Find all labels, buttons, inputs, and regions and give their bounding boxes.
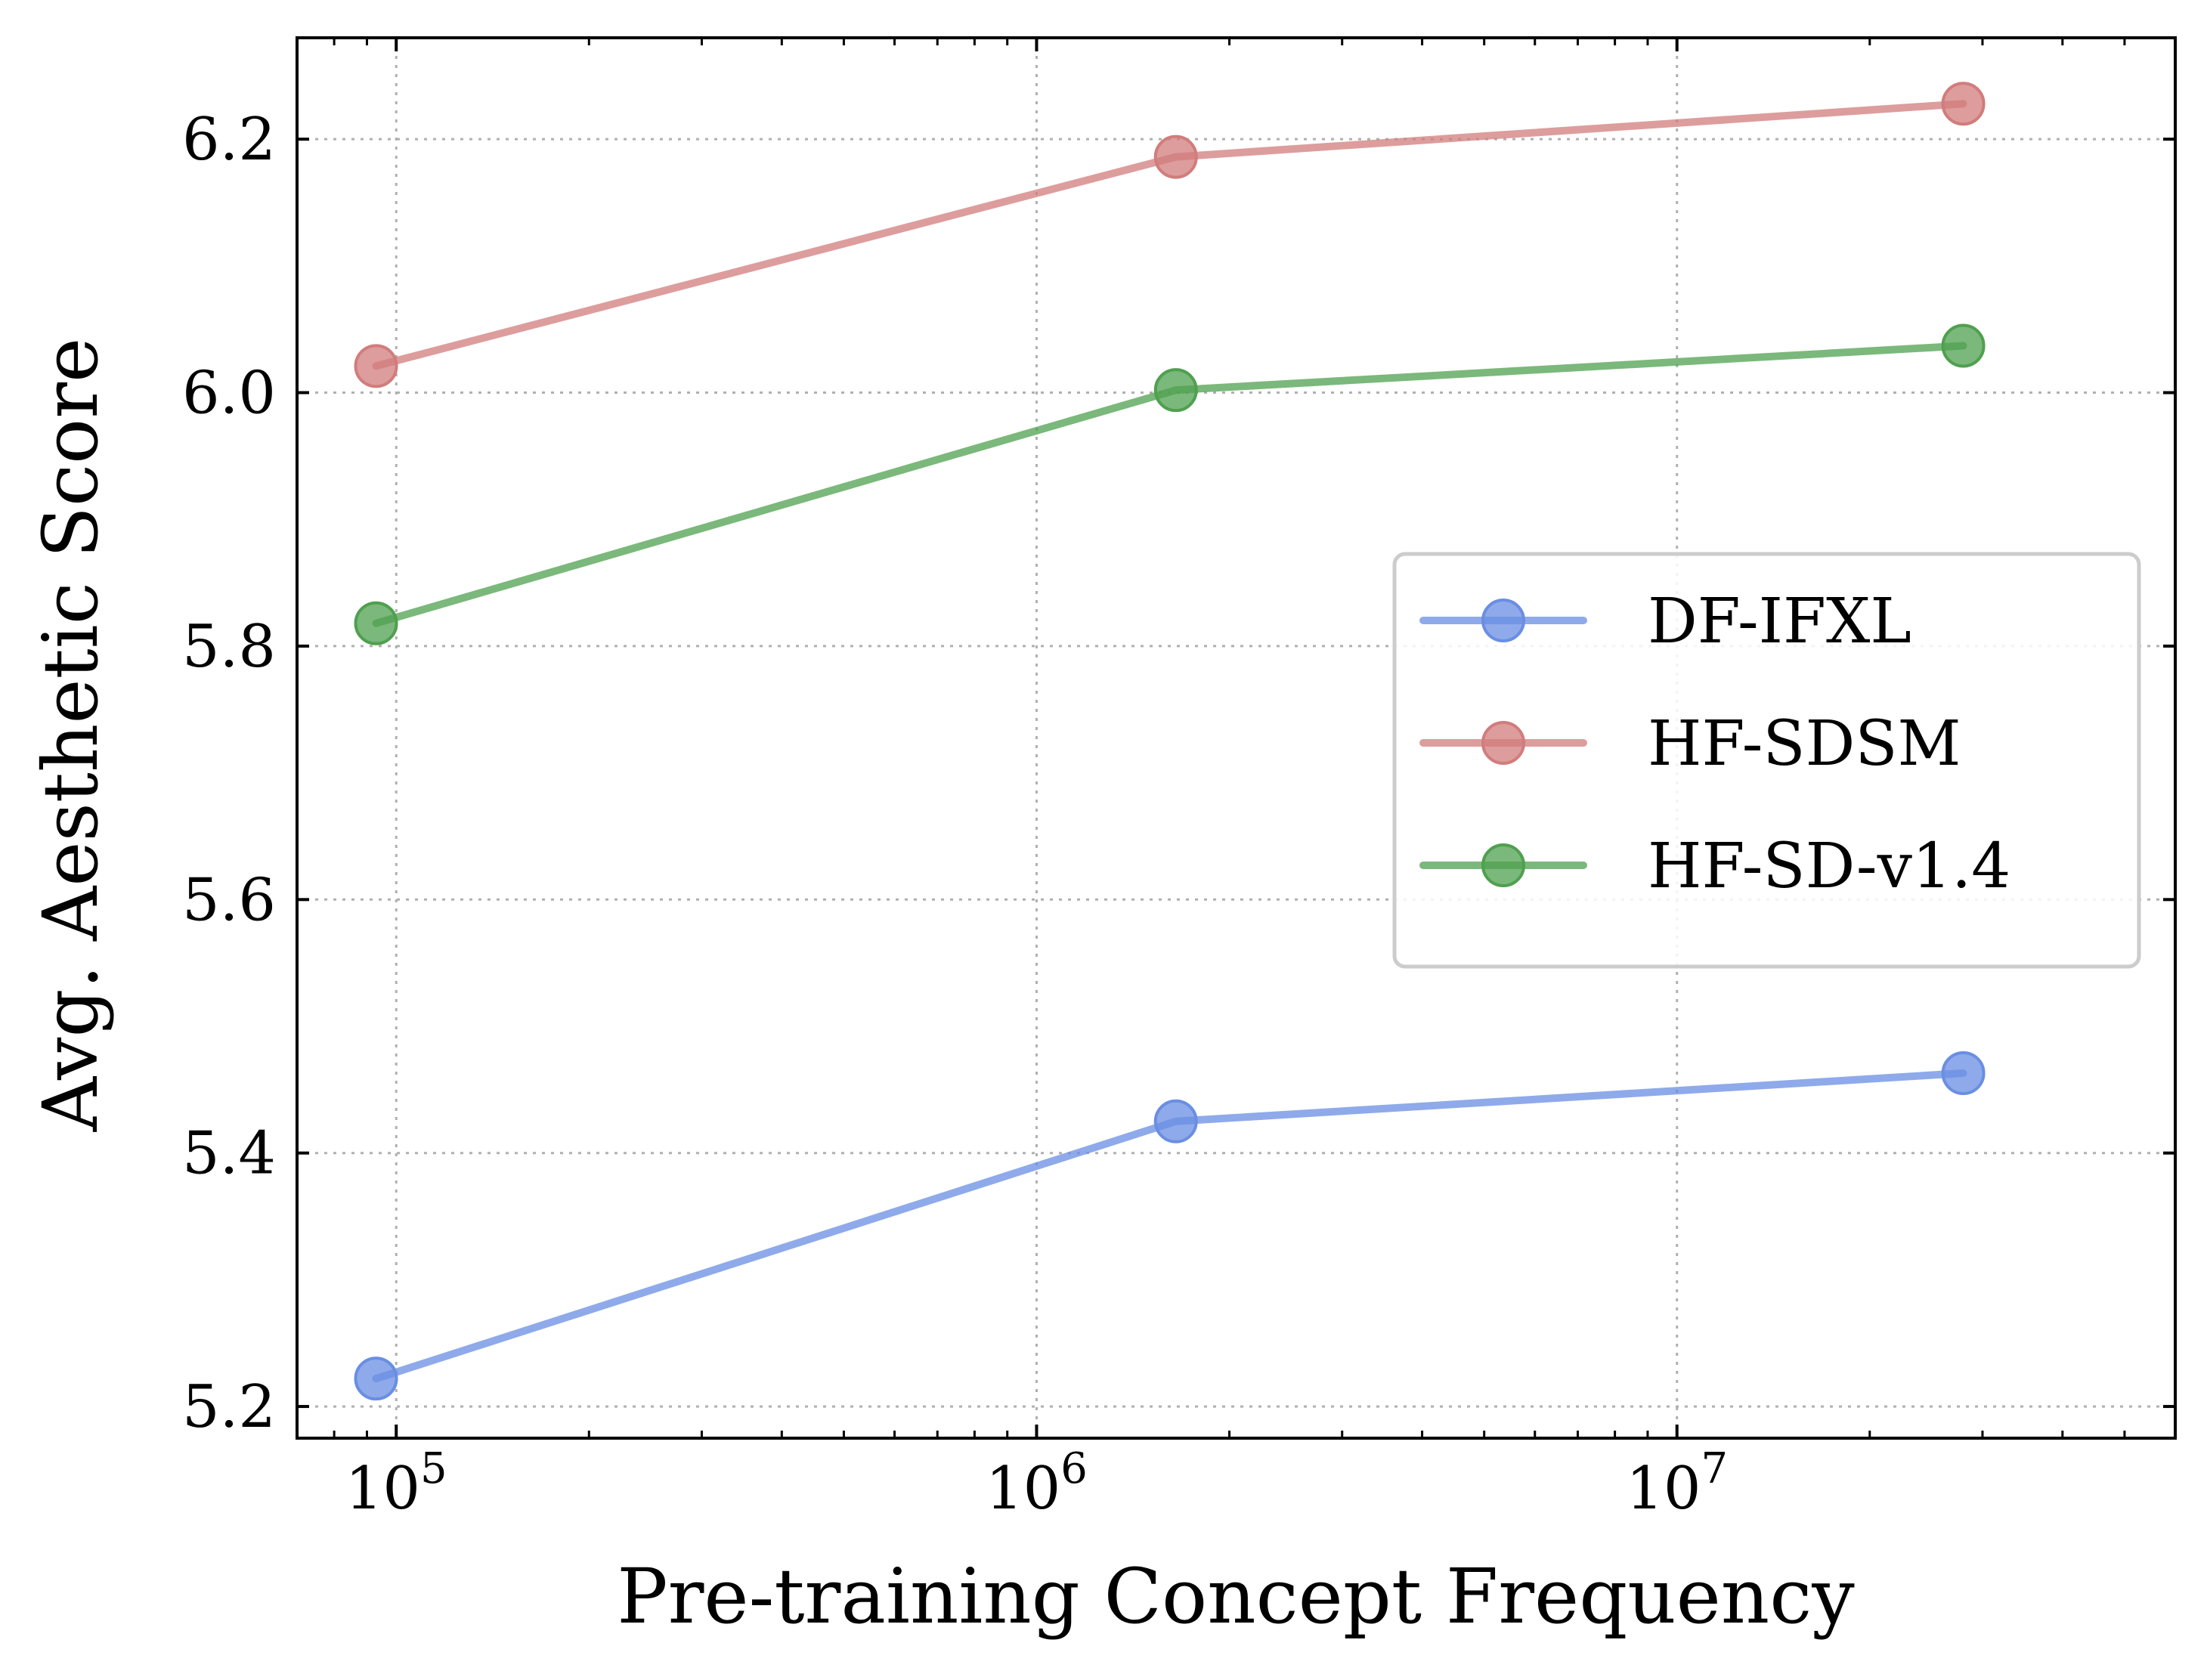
y-tick-label: 5.2	[182, 1373, 276, 1441]
data-point-hf-sdsm	[354, 344, 398, 388]
data-point-hf-sd-v1-4	[1153, 368, 1198, 413]
data-point-hf-sdsm	[1941, 82, 1986, 126]
legend-label-hf-sd-v1-4: HF-SD-v1.4	[1648, 831, 2010, 902]
legend-marker-df-ifxl	[1481, 599, 1525, 642]
legend-label-df-ifxl: DF-IFXL	[1648, 586, 1911, 657]
x-tick-label: 105	[345, 1444, 447, 1523]
x-tick-label-exponent: 7	[1701, 1444, 1729, 1493]
legend-marker-hf-sd-v1-4	[1481, 843, 1525, 887]
legend: DF-IFXL HF-SDSM HF-SD-v1.4	[1392, 552, 2141, 969]
x-tick-label: 106	[986, 1444, 1088, 1523]
y-axis-label: Avg. Aesthetic Score	[26, 338, 115, 1132]
data-point-df-ifxl	[1941, 1051, 1986, 1096]
legend-label-hf-sdsm: HF-SDSM	[1648, 708, 1961, 780]
y-tick-label: 5.4	[182, 1120, 276, 1188]
data-point-df-ifxl	[1153, 1099, 1198, 1143]
legend-marker-hf-sdsm	[1481, 721, 1525, 765]
x-tick-label-base: 10	[345, 1455, 420, 1523]
y-tick-label: 6.0	[182, 360, 276, 428]
x-axis-label: Pre-training Concept Frequency	[617, 1552, 1855, 1641]
y-tick-label: 5.6	[182, 866, 276, 934]
x-tick-label-exponent: 6	[1060, 1444, 1088, 1493]
x-tick-label-base: 10	[1626, 1455, 1701, 1523]
axis-labels: Pre-training Concept Frequency Avg. Aest…	[26, 338, 1855, 1641]
data-point-hf-sd-v1-4	[1941, 323, 1986, 368]
y-tick-label: 5.8	[182, 613, 276, 681]
data-point-df-ifxl	[354, 1357, 398, 1401]
data-point-hf-sd-v1-4	[354, 601, 398, 645]
x-tick-label: 107	[1626, 1444, 1728, 1523]
y-tick-label: 6.2	[182, 106, 276, 174]
plot-frame	[296, 36, 2177, 1440]
x-tick-label-base: 10	[986, 1455, 1060, 1523]
data-point-hf-sdsm	[1153, 135, 1198, 179]
series-lines	[354, 82, 1986, 1401]
x-tick-label-exponent: 5	[420, 1444, 447, 1493]
